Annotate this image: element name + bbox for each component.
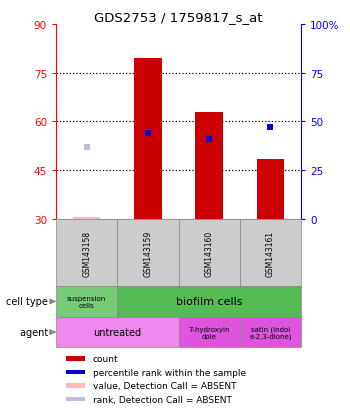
Title: GDS2753 / 1759817_s_at: GDS2753 / 1759817_s_at xyxy=(94,11,263,24)
Bar xyxy=(66,396,85,401)
Text: untreated: untreated xyxy=(93,328,141,337)
Bar xyxy=(66,383,85,388)
Bar xyxy=(178,220,240,286)
Bar xyxy=(178,317,240,348)
Bar xyxy=(56,317,178,348)
Bar xyxy=(240,317,301,348)
Bar xyxy=(73,217,100,220)
Text: satin (indol
e-2,3-dione): satin (indol e-2,3-dione) xyxy=(249,325,292,339)
Text: agent: agent xyxy=(20,328,51,337)
Text: cell type: cell type xyxy=(6,297,51,307)
Text: GSM143158: GSM143158 xyxy=(82,230,91,276)
Bar xyxy=(56,286,117,317)
Text: value, Detection Call = ABSENT: value, Detection Call = ABSENT xyxy=(93,381,236,390)
Bar xyxy=(257,159,284,220)
Text: biofilm cells: biofilm cells xyxy=(176,297,242,307)
Bar xyxy=(117,220,178,286)
Bar xyxy=(56,220,117,286)
Text: GSM143160: GSM143160 xyxy=(205,230,214,276)
Text: rank, Detection Call = ABSENT: rank, Detection Call = ABSENT xyxy=(93,394,232,404)
Bar xyxy=(240,220,301,286)
Text: 7-hydroxyin
dole: 7-hydroxyin dole xyxy=(188,326,230,339)
Text: percentile rank within the sample: percentile rank within the sample xyxy=(93,368,246,377)
Text: GSM143161: GSM143161 xyxy=(266,230,275,276)
Bar xyxy=(195,112,223,220)
Text: count: count xyxy=(93,354,118,363)
Bar xyxy=(117,286,301,317)
Text: suspension
cells: suspension cells xyxy=(67,295,106,308)
Bar xyxy=(66,356,85,361)
Bar xyxy=(134,59,162,220)
Text: GSM143159: GSM143159 xyxy=(144,230,152,276)
Bar xyxy=(66,370,85,375)
